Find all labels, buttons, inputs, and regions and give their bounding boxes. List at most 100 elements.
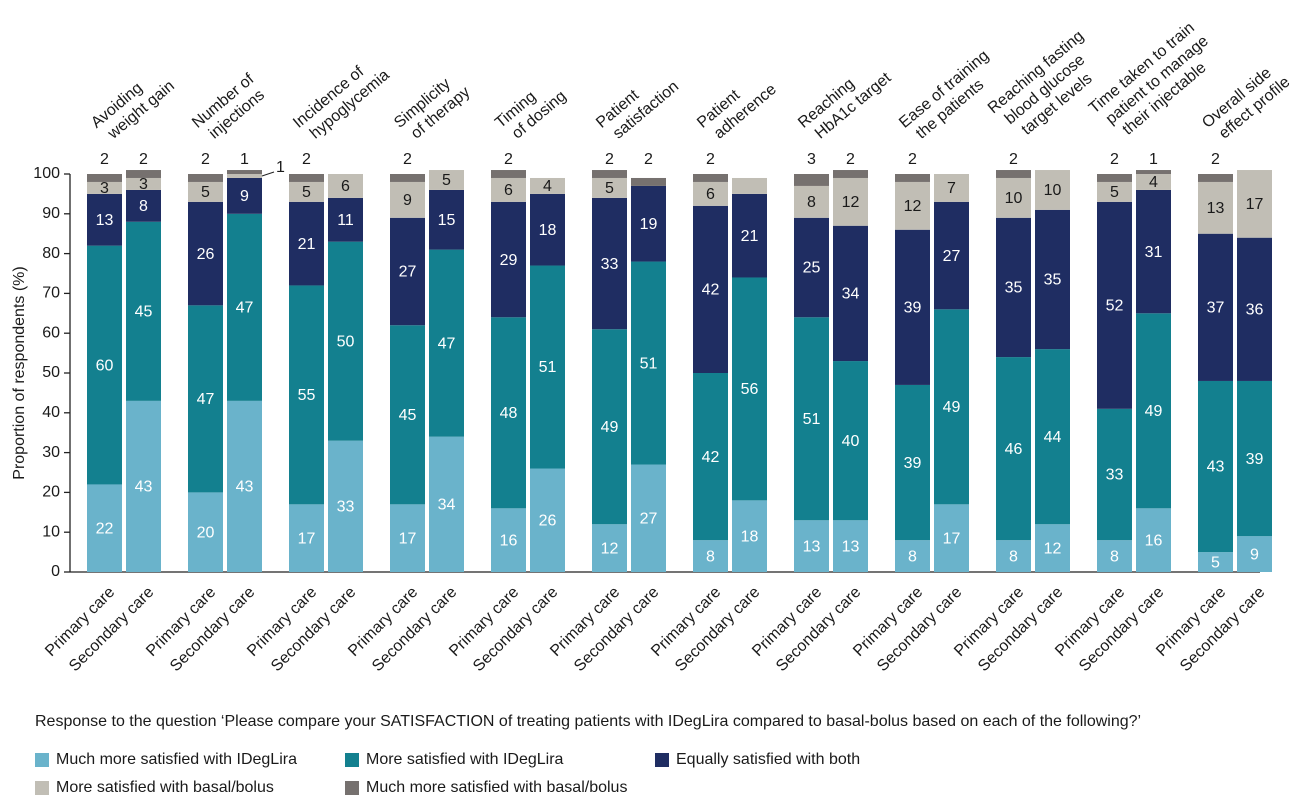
bar-segment bbox=[794, 185, 829, 218]
bar-segment bbox=[390, 325, 425, 505]
bar-segment bbox=[631, 261, 666, 465]
y-tick-label: 20 bbox=[42, 484, 60, 501]
data-label: 36 bbox=[1246, 302, 1264, 319]
legend-label: Much more satisfied with basal/bolus bbox=[366, 779, 627, 796]
y-tick-label: 90 bbox=[42, 205, 60, 222]
y-tick-label: 60 bbox=[42, 324, 60, 341]
data-label: 40 bbox=[842, 433, 860, 450]
data-label: 5 bbox=[605, 180, 614, 197]
bar-segment bbox=[429, 189, 464, 250]
data-label: 6 bbox=[341, 178, 350, 195]
bar-segment bbox=[227, 400, 262, 572]
data-label: 5 bbox=[442, 172, 451, 189]
data-label: 2 bbox=[100, 151, 109, 168]
y-tick-label: 70 bbox=[42, 285, 60, 302]
data-label: 5 bbox=[201, 184, 210, 201]
data-label: 2 bbox=[139, 151, 148, 168]
data-label: 2 bbox=[908, 151, 917, 168]
data-label: 3 bbox=[139, 176, 148, 193]
bar-segment bbox=[934, 174, 969, 202]
bar-segment bbox=[126, 177, 161, 190]
bar-segment bbox=[289, 201, 324, 286]
caption: Response to the question ‘Please compare… bbox=[35, 713, 1141, 730]
legend-label: More satisfied with basal/bolus bbox=[56, 779, 274, 796]
bar-segment bbox=[631, 185, 666, 262]
data-label: 44 bbox=[1044, 429, 1062, 446]
data-label: 12 bbox=[904, 198, 922, 215]
legend-label: Much more satisfied with IDegLira bbox=[56, 751, 297, 768]
bar-segment bbox=[126, 400, 161, 572]
data-label: 51 bbox=[640, 355, 658, 372]
data-label: 35 bbox=[1044, 272, 1062, 289]
data-label: 18 bbox=[539, 222, 557, 239]
bar-segment bbox=[289, 285, 324, 505]
data-label: 10 bbox=[1044, 182, 1062, 199]
bar-segment bbox=[996, 540, 1031, 572]
bar-segment bbox=[693, 205, 728, 373]
bar-segment bbox=[996, 217, 1031, 358]
data-label: 3 bbox=[807, 151, 816, 168]
bar-segment bbox=[1198, 380, 1233, 553]
data-label: 7 bbox=[947, 180, 956, 197]
bar-segment bbox=[87, 245, 122, 485]
data-label: 43 bbox=[1207, 459, 1225, 476]
data-label: 27 bbox=[399, 264, 417, 281]
bar-segment bbox=[693, 174, 728, 182]
data-label: 2 bbox=[644, 151, 653, 168]
data-label: 33 bbox=[601, 256, 619, 273]
data-label: 12 bbox=[842, 194, 860, 211]
bar-segment bbox=[188, 174, 223, 182]
data-label: 2 bbox=[1009, 151, 1018, 168]
data-label: 27 bbox=[943, 248, 961, 265]
bar-segment bbox=[491, 508, 526, 572]
bar-segment bbox=[390, 174, 425, 182]
data-label: 2 bbox=[302, 151, 311, 168]
data-label: 16 bbox=[500, 532, 518, 549]
bar-segment bbox=[328, 197, 363, 242]
bar-segment bbox=[328, 241, 363, 441]
bar-segment bbox=[996, 177, 1031, 218]
data-label: 1 bbox=[1149, 151, 1158, 168]
bar-segment bbox=[833, 361, 868, 521]
bar-segment bbox=[188, 492, 223, 572]
bar-segment bbox=[429, 170, 464, 190]
data-label: 5 bbox=[1110, 184, 1119, 201]
legend-label: Equally satisfied with both bbox=[676, 751, 860, 768]
data-label: 8 bbox=[706, 548, 715, 565]
bar-segment bbox=[87, 174, 122, 182]
legend-swatch bbox=[35, 753, 49, 767]
bar-segment bbox=[429, 249, 464, 437]
data-label: 34 bbox=[438, 497, 456, 514]
data-label: 42 bbox=[702, 282, 720, 299]
bar-segment bbox=[289, 181, 324, 202]
data-label: 45 bbox=[135, 304, 153, 321]
data-label: 2 bbox=[846, 151, 855, 168]
bar-segment bbox=[833, 225, 868, 362]
data-label: 6 bbox=[706, 186, 715, 203]
data-label: 21 bbox=[741, 228, 759, 245]
bar-segment bbox=[429, 436, 464, 572]
data-label: 2 bbox=[1110, 151, 1119, 168]
y-tick-label: 40 bbox=[42, 404, 60, 421]
bar-segment bbox=[693, 540, 728, 572]
bar-segment bbox=[390, 504, 425, 572]
data-label: 18 bbox=[741, 528, 759, 545]
y-tick-label: 50 bbox=[42, 364, 60, 381]
data-label: 4 bbox=[543, 178, 552, 195]
data-label: 60 bbox=[96, 357, 114, 374]
bar-segment bbox=[895, 181, 930, 230]
data-label: 51 bbox=[803, 411, 821, 428]
data-label: 2 bbox=[201, 151, 210, 168]
bar-segment bbox=[1237, 237, 1272, 381]
data-label: 47 bbox=[236, 300, 254, 317]
bar-segment bbox=[996, 170, 1031, 178]
data-label: 33 bbox=[1106, 467, 1124, 484]
bar-segment bbox=[1198, 552, 1233, 572]
bar-segment bbox=[1198, 181, 1233, 234]
